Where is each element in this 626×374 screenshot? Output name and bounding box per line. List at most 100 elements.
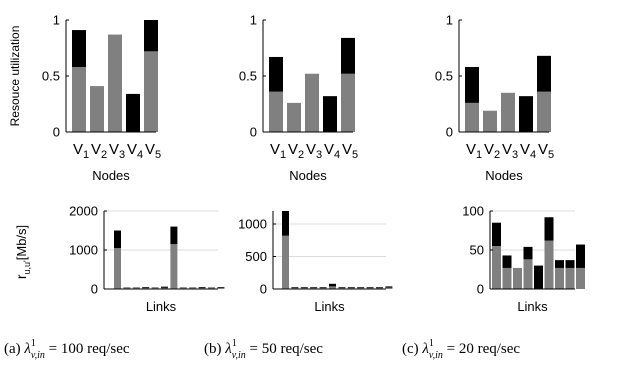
bar-segment	[502, 267, 512, 289]
bar-segment	[565, 267, 575, 289]
y-tick-label: 1	[53, 13, 60, 28]
x-tick-label: V2	[91, 141, 107, 161]
chart-c-bottom: 0 50 100 Links	[462, 204, 585, 314]
bar-segment	[347, 287, 355, 289]
bar-segment	[282, 211, 289, 236]
bar-segment	[217, 287, 225, 288]
bar-segment	[376, 287, 383, 289]
y-tick-label: 1	[250, 13, 257, 28]
y-axis-label: ru,u'[Mb/s]	[13, 225, 32, 279]
bar-segment	[144, 20, 158, 52]
bar-segment	[576, 267, 585, 289]
bar-segment	[565, 260, 575, 268]
x-axis-label: Links	[146, 299, 177, 314]
y-tick-label: 0	[260, 282, 267, 297]
bar-segment	[291, 287, 299, 288]
bar-segment	[341, 73, 355, 132]
y-tick-label: 500	[245, 249, 267, 264]
x-axis-label: Links	[517, 299, 548, 314]
bar-segment	[269, 91, 283, 132]
bar-segment	[576, 244, 585, 268]
x-tick-label: V4	[520, 141, 536, 161]
bar-segment	[161, 287, 168, 289]
bar-segment	[385, 286, 393, 288]
y-tick-label: 0.5	[435, 69, 453, 84]
x-tick-label: V1	[270, 141, 286, 161]
bar-segment	[329, 286, 336, 289]
bar-segment	[208, 287, 215, 289]
bar-segment	[357, 287, 365, 288]
bar-segment	[537, 91, 551, 132]
x-tick-label: V4	[127, 141, 143, 161]
bar-segment	[300, 287, 308, 288]
y-tick-label: 0.5	[239, 69, 257, 84]
y-tick-label: 100	[462, 204, 484, 219]
bar-segment	[519, 96, 533, 132]
bar-segment	[179, 287, 187, 289]
bar-segment	[72, 30, 86, 68]
x-axis-label: Nodes	[289, 168, 327, 183]
bar-segment	[142, 287, 150, 288]
bar-segment	[501, 92, 515, 132]
bar-segment	[357, 287, 365, 289]
bar-segment	[189, 287, 197, 289]
bar-segment	[123, 287, 131, 289]
bar-segment	[319, 287, 327, 288]
y-axis-label: Resouce utilization	[8, 26, 22, 127]
bar-segment	[341, 37, 355, 74]
bar-segment	[319, 287, 327, 289]
bar-segment	[90, 86, 104, 132]
bar-segment	[151, 287, 159, 289]
bar-segment	[537, 55, 551, 92]
x-axis-label: Nodes	[485, 168, 523, 183]
bar-segment	[513, 267, 522, 289]
y-tick-label: 1000	[238, 217, 267, 232]
x-tick-label: V1	[466, 141, 482, 161]
y-tick-label: 0	[477, 282, 484, 297]
bar-segment	[198, 287, 206, 288]
x-tick-label: V4	[324, 141, 340, 161]
bar-segment	[161, 286, 168, 288]
caption-c: (c) λ1 v,in = 20 req/sec	[402, 338, 520, 361]
caption-a: (a) λ1 v,in = 100 req/sec	[4, 338, 130, 361]
bar-segment	[142, 287, 150, 289]
y-tick-label: 0	[53, 125, 60, 140]
bar-segment	[310, 287, 318, 289]
bar-segment	[376, 287, 383, 288]
bar-segment	[300, 287, 308, 289]
bar-segment	[310, 287, 318, 288]
x-axis-label: Links	[314, 299, 345, 314]
chart-b-bottom: 0 500 1000 Links	[238, 211, 393, 314]
bar-segment	[269, 56, 283, 92]
x-tick-label: V3	[306, 141, 322, 161]
bar-segment	[465, 67, 479, 103]
bar-segment	[144, 51, 158, 132]
bar-segment	[72, 67, 86, 132]
bar-segment	[126, 93, 140, 132]
chart-c-top: 0 0.5 1 V1 V2 V3 V4 V5 Nodes	[435, 13, 554, 184]
x-tick-label: V1	[73, 141, 89, 161]
bar-segment	[170, 244, 178, 289]
bar-segment	[555, 260, 564, 268]
y-tick-label: 0	[446, 125, 453, 140]
bar-segment	[305, 73, 319, 132]
bar-segment	[282, 235, 289, 289]
bar-segment	[114, 230, 121, 249]
bar-segment	[114, 248, 121, 289]
y-tick-label: 0.5	[42, 69, 60, 84]
bar-segment	[492, 222, 501, 247]
bar-segment	[366, 287, 374, 289]
x-tick-label: V3	[109, 141, 125, 161]
bar-segment	[534, 265, 543, 289]
bar-segment	[366, 287, 374, 288]
y-tick-label: 0	[250, 125, 257, 140]
bar-segment	[483, 110, 497, 132]
bar-segment	[544, 217, 554, 241]
bar-segment	[338, 287, 346, 288]
x-axis-label: Nodes	[92, 168, 130, 183]
bar-segment	[465, 102, 479, 132]
bar-segment	[385, 287, 393, 289]
bar-segment	[170, 226, 178, 245]
bar-segment	[523, 246, 533, 260]
chart-a-top: 0 0.5 1 V1 V2 V3 V4 V5 Nodes Resouce utilization	[8, 13, 161, 184]
